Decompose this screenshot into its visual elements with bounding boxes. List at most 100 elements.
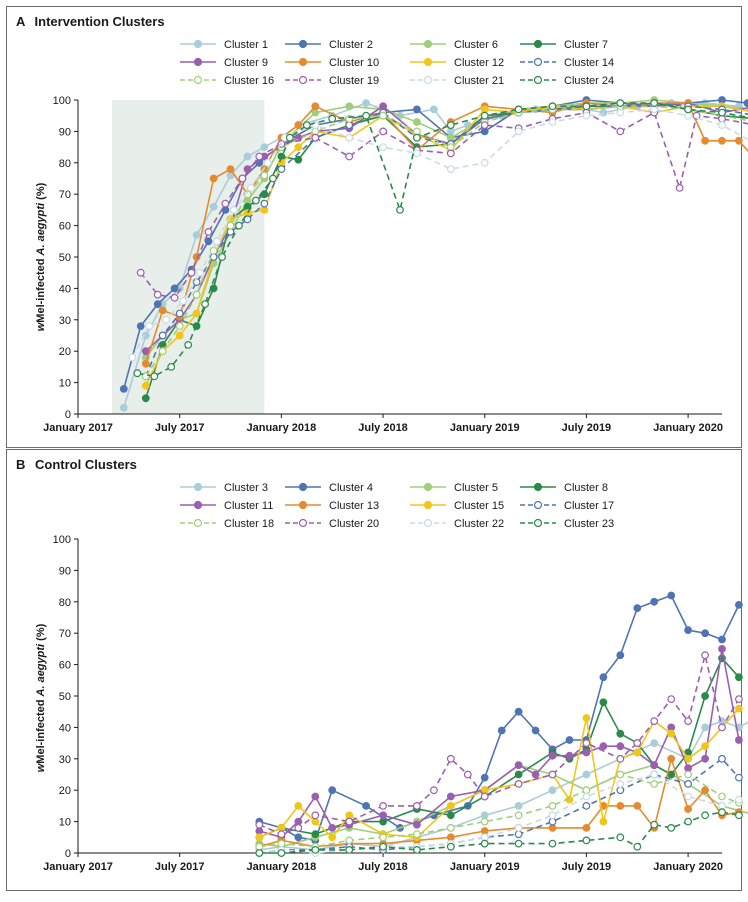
- data-point: [514, 802, 523, 810]
- legend-entry: Cluster 1: [180, 39, 268, 51]
- legend-label: Cluster 7: [564, 39, 608, 51]
- data-point: [158, 331, 167, 340]
- data-point: [446, 754, 455, 763]
- legend-label: Cluster 14: [564, 57, 614, 69]
- panel-a-ytick-label: 20: [59, 346, 71, 358]
- data-point: [582, 836, 591, 845]
- data-point: [582, 824, 591, 832]
- data-point: [379, 811, 388, 820]
- data-point: [184, 341, 193, 349]
- legend-swatch-marker: [298, 57, 308, 67]
- panel-b-xtick-label: January 2018: [247, 861, 317, 873]
- data-point: [328, 824, 337, 832]
- data-point: [480, 833, 489, 842]
- data-point: [345, 133, 354, 142]
- data-point: [243, 190, 252, 199]
- data-point: [548, 770, 557, 779]
- legend-swatch-marker: [533, 518, 543, 528]
- data-point: [650, 99, 659, 107]
- data-point: [251, 196, 260, 205]
- data-point: [294, 833, 303, 842]
- data-point: [277, 830, 286, 839]
- data-point: [633, 604, 642, 612]
- panel-b-ylabel: wMel-infected A. aegypti (%): [35, 623, 47, 772]
- data-point: [446, 121, 455, 129]
- data-point: [667, 824, 676, 832]
- data-point: [229, 205, 238, 214]
- data-point: [218, 253, 227, 261]
- legend-label: Cluster 9: [224, 57, 268, 69]
- data-point: [684, 717, 692, 725]
- data-point: [269, 174, 277, 183]
- data-point: [701, 692, 709, 700]
- data-point: [718, 808, 726, 817]
- data-point: [446, 165, 455, 174]
- data-point: [684, 805, 692, 813]
- data-point: [514, 824, 523, 832]
- data-point: [735, 136, 743, 145]
- data-point: [243, 152, 252, 161]
- data-point: [260, 205, 269, 214]
- data-point: [158, 347, 167, 356]
- data-point: [735, 695, 743, 703]
- series-line: [259, 648, 740, 839]
- legend-label: Cluster 19: [329, 75, 379, 87]
- data-point: [548, 786, 557, 795]
- data-point: [514, 127, 523, 136]
- data-point: [209, 174, 218, 183]
- data-point: [633, 748, 642, 757]
- data-point: [379, 143, 388, 152]
- legend-entry: Cluster 24: [520, 75, 614, 87]
- data-point: [684, 817, 692, 826]
- data-point: [633, 739, 642, 747]
- panel-b-ytick-label: 20: [59, 785, 71, 797]
- panel-a-ytick-label: 30: [59, 315, 71, 327]
- data-point: [735, 795, 743, 804]
- legend-entry: Cluster 22: [410, 518, 504, 530]
- panel-b-xtick-label: July 2017: [155, 861, 205, 873]
- data-point: [684, 764, 692, 773]
- data-point: [179, 297, 188, 305]
- panel-a-ytick-label: 100: [53, 95, 71, 107]
- legend-swatch-marker: [533, 75, 543, 85]
- data-point: [684, 754, 692, 763]
- data-point: [667, 754, 676, 763]
- data-point: [141, 359, 150, 368]
- legend-label: Cluster 8: [564, 482, 608, 494]
- data-point: [633, 802, 642, 810]
- data-point: [311, 102, 320, 111]
- data-point: [548, 839, 557, 848]
- data-point: [238, 174, 247, 183]
- data-point: [582, 102, 591, 111]
- legend-swatch-marker: [533, 57, 543, 67]
- legend-label: Cluster 15: [454, 500, 504, 512]
- data-point: [718, 792, 726, 801]
- data-point: [170, 284, 179, 293]
- data-point: [379, 111, 388, 120]
- data-point: [128, 353, 137, 362]
- data-point: [684, 105, 692, 114]
- legend-entry: Cluster 3: [180, 482, 268, 494]
- data-point: [718, 802, 726, 810]
- legend-swatch-marker: [298, 75, 308, 85]
- data-point: [221, 205, 230, 214]
- panel-a-frame: [6, 6, 742, 448]
- data-point: [446, 133, 455, 142]
- legend-label: Cluster 20: [329, 518, 379, 530]
- legend-entry: Cluster 21: [410, 75, 504, 87]
- data-point: [616, 780, 625, 788]
- data-point: [616, 786, 625, 795]
- panel-b-xtick-label: January 2017: [43, 861, 113, 873]
- data-point: [548, 802, 557, 810]
- legend-entry: Cluster 14: [520, 57, 614, 69]
- data-point: [582, 792, 591, 801]
- data-point: [480, 817, 489, 826]
- legend-entry: Cluster 2: [285, 39, 373, 51]
- legend-swatch-marker: [193, 39, 203, 49]
- legend-swatch-marker: [193, 482, 203, 492]
- data-point: [311, 830, 320, 839]
- data-point: [582, 786, 591, 795]
- legend-label: Cluster 17: [564, 500, 614, 512]
- legend-entry: Cluster 7: [520, 39, 608, 51]
- legend-swatch-marker: [423, 518, 433, 528]
